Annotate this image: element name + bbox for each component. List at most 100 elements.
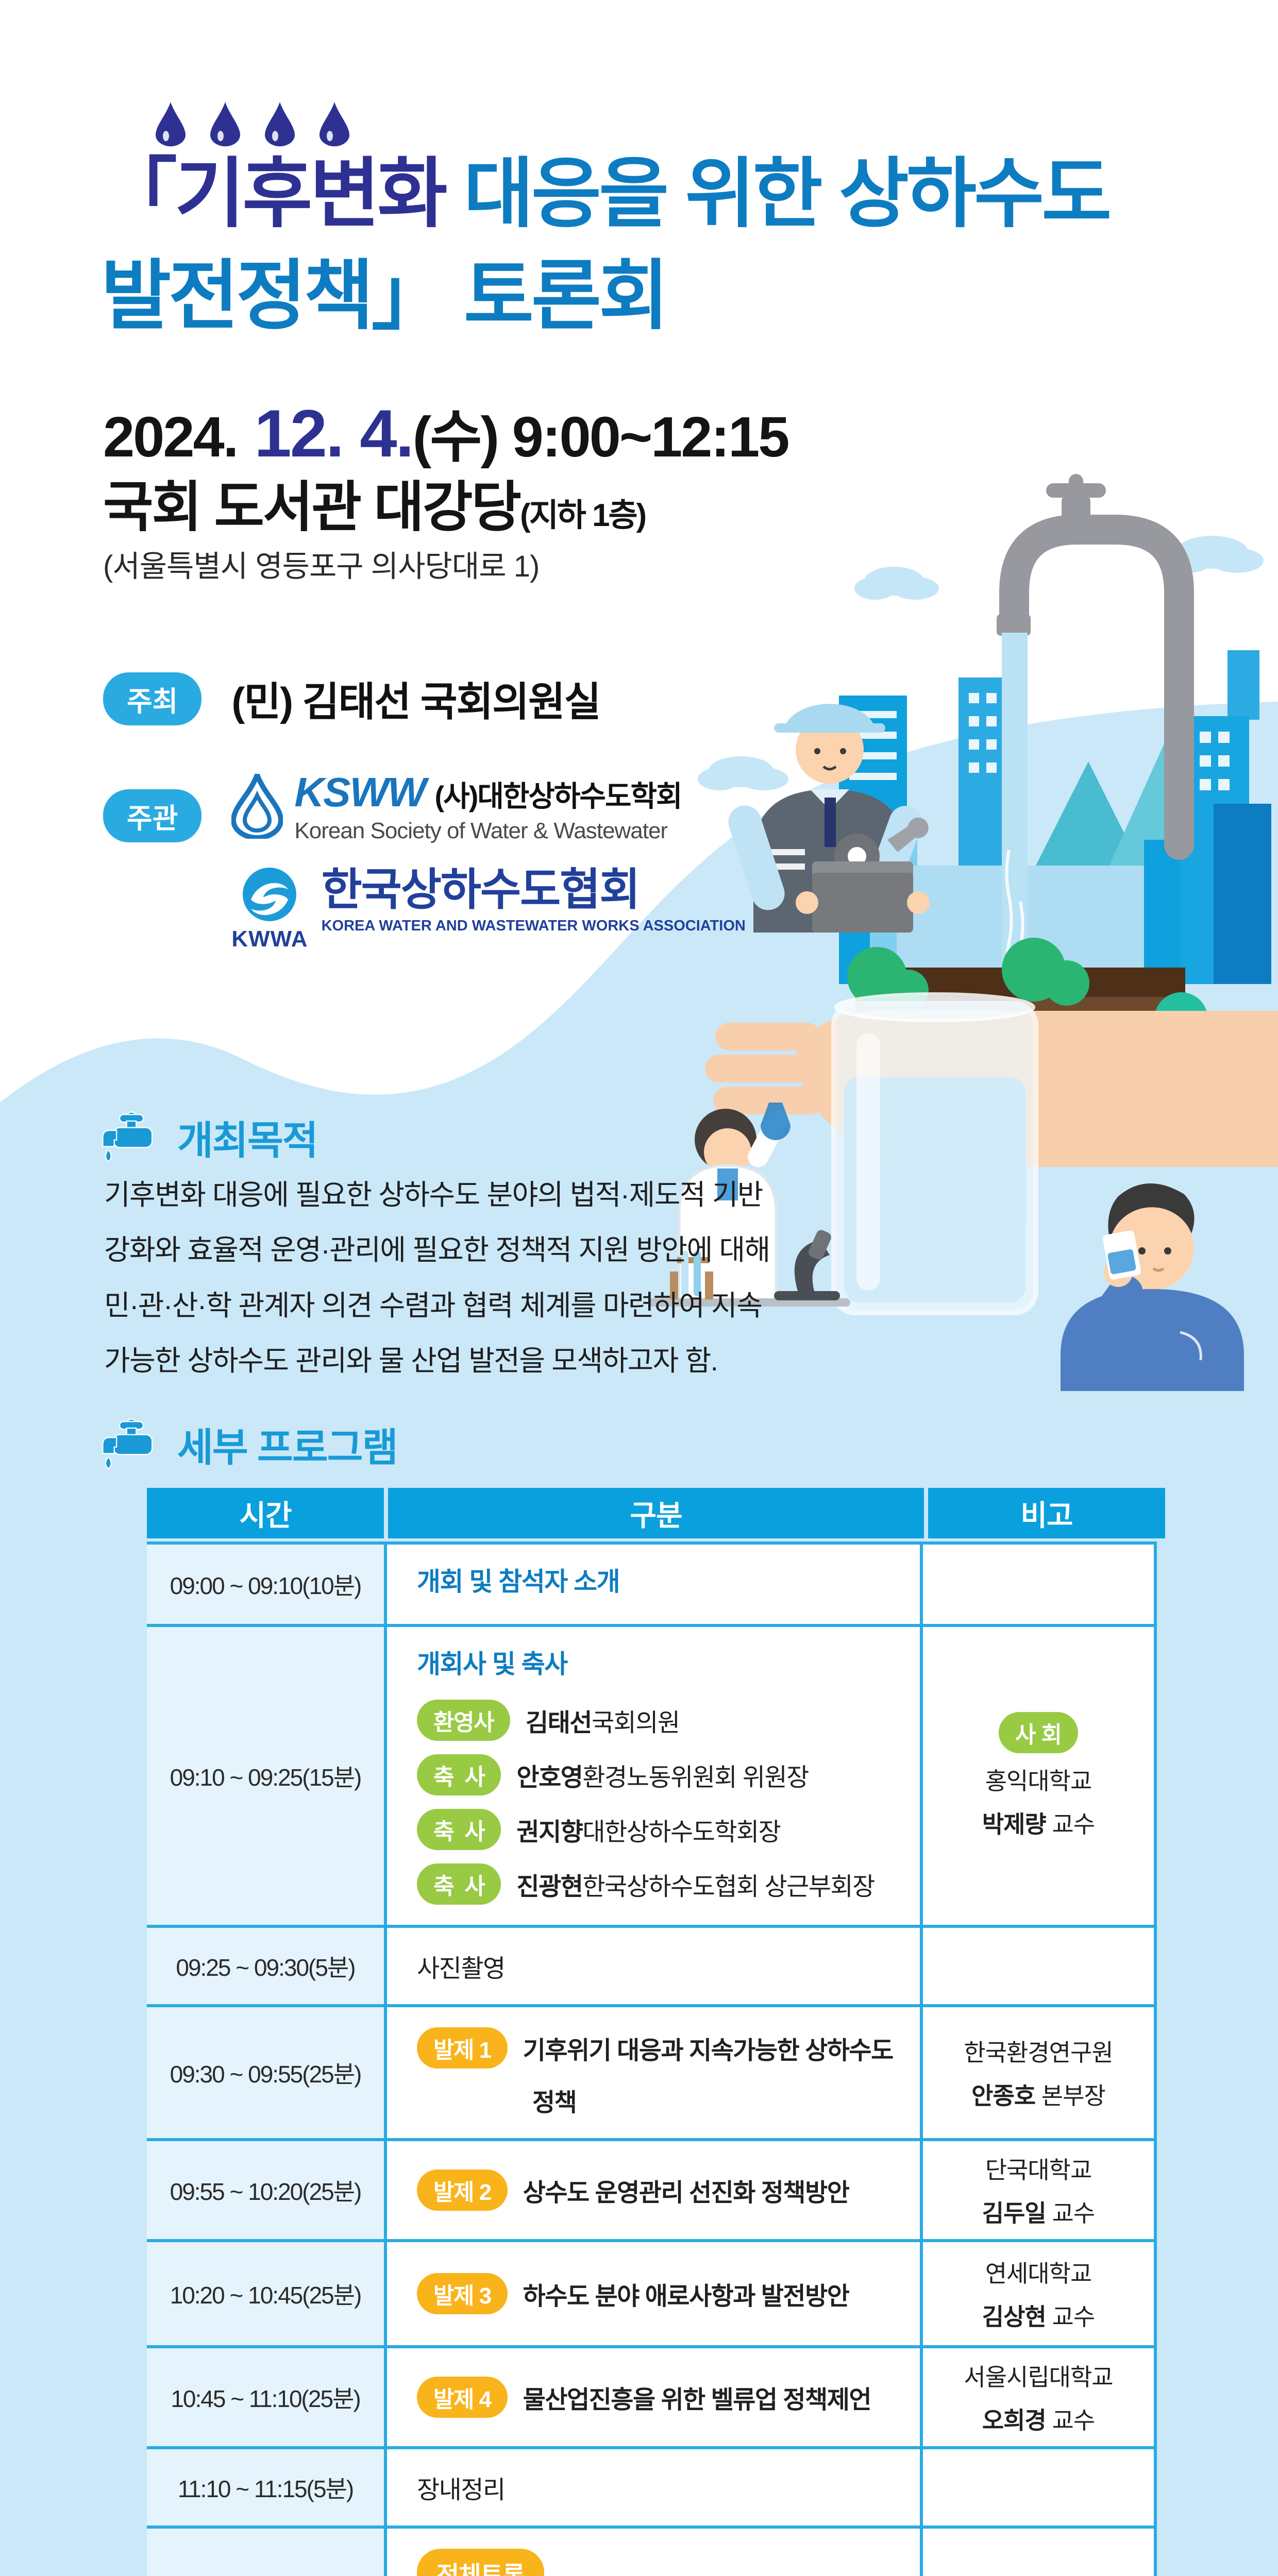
note-line: 단국대학교 [985, 2151, 1092, 2185]
text-segment: 교수 [1046, 1811, 1096, 1838]
note-line: 오희경 교수 [982, 2402, 1095, 2436]
table-row: 09:10 ~ 09:25(15분) 개회사 및 축사 환영사 김태선 국회의원 축 사… [147, 1624, 1157, 1925]
host-name: (민) 김태선 국회의원실 [231, 679, 601, 724]
text-segment: 권지향 [516, 1819, 583, 1846]
note-line: 홍익대학교 [985, 1762, 1092, 1797]
text-segment: 단국대학교 [985, 2157, 1092, 2183]
session-cell: 발제 2 상수도 운영관리 선진화 정책방안 [384, 2141, 920, 2239]
table-row: 09:55 ~ 10:20(25분) 발제 2 상수도 운영관리 선진화 정책방안 단… [147, 2138, 1157, 2239]
purpose-text: 기후변화 대응에 필요한 상하수도 분야의 법적·제도적 기반 강화와 효율적 운… [104, 1167, 774, 1388]
text-segment: 한국상하수도협회 상근부회장 [582, 1873, 875, 1901]
session-line: 환영사 김태선 국회의원 [417, 1700, 904, 1741]
session-line: 발제 4 물산업진흥을 위한 벨류업 정책제언 [417, 2377, 904, 2418]
column-header: 비고 [928, 1488, 1165, 1538]
note-line: 안종호 본부장 [971, 2077, 1106, 2111]
text-segment: 교수 [1046, 2200, 1096, 2227]
text-segment: 교수 [1046, 2407, 1096, 2434]
time-cell: 10:45 ~ 11:10(25분) [147, 2348, 384, 2446]
purpose-line: 기후변화 대응에 필요한 상하수도 분야의 법적·제도적 기반 [104, 1179, 763, 1211]
session-line: 축 사 권지향 대한상하수도학회장 [417, 1809, 904, 1850]
session-line: 발제 3 하수도 분야 애로사항과 발전방안 [417, 2273, 904, 2314]
note-line: 서울시립대학교 [964, 2359, 1113, 2393]
column-header: 시간 [147, 1488, 384, 1538]
drinking-man-character [1061, 1183, 1244, 1391]
time-cell: 09:10 ~ 09:25(15분) [147, 1627, 384, 1925]
text-segment: 진광현 [516, 1873, 583, 1901]
text-segment: 사진촬영 [417, 1955, 506, 1982]
table-row: 10:20 ~ 10:45(25분) 발제 3 하수도 분야 애로사항과 발전방안 연… [147, 2239, 1157, 2345]
purpose-section-heading: 개최목적 [101, 1109, 318, 1165]
session-cell: 장내정리 [384, 2449, 920, 2526]
session-badge: 전체토론 [417, 2549, 544, 2576]
kwwa-logo: KWWA 한국상하수도협회 KOREA WATER AND WASTEWATER… [231, 865, 746, 952]
poster-title: 「기후변화 대응을 위한 상하수도 발전정책」 토론회 [101, 143, 1224, 348]
text-segment: 한국환경연구원 [964, 2039, 1113, 2066]
note-cell [920, 2449, 1157, 2526]
text-segment: 기후위기 대응과 지속가능한 상하수도 [523, 2037, 894, 2064]
time-cell: 09:00 ~ 09:10(10분) [147, 1545, 384, 1624]
note-cell [920, 1545, 1157, 1624]
text-segment: 김두일 [982, 2200, 1047, 2227]
note-line: 박제량 교수 [982, 1806, 1095, 1840]
event-venue: 국회 도서관 대강당(지하 1층) [103, 477, 647, 538]
scientist-character [648, 1103, 850, 1307]
purpose-line: 가능한 상하수도 관리와 물 산업 발전을 모색하고자 함. [104, 1344, 718, 1377]
text-segment: 오희경 [982, 2407, 1047, 2434]
session-badge: 발제 1 [417, 2027, 508, 2069]
session-line: 발제 2 상수도 운영관리 선진화 정책방안 [417, 2170, 904, 2211]
time-cell: 10:20 ~ 10:45(25분) [147, 2242, 384, 2345]
text-segment: 물산업진흥을 위한 벨류업 정책제언 [523, 2386, 872, 2414]
kwwa-circle-icon [243, 868, 297, 921]
text-segment: 환경노동위원회 위원장 [582, 1764, 809, 1791]
table-header-row: 시간 구분 비고 [147, 1488, 1165, 1538]
session-badge: 환영사 [417, 1700, 510, 1741]
ksww-text: KSWW (사)대한상하수도학회 Korean Society of Water… [294, 769, 682, 843]
note-badge: 사 회 [998, 1712, 1079, 1753]
text-segment: 안종호 [971, 2082, 1036, 2109]
organizer-row: 주관 KSWW (사)대한상하수도학회 Korean Society of Wa… [103, 769, 746, 952]
text-segment: 서울시립대학교 [964, 2364, 1113, 2391]
session-line: 장내정리 [417, 2469, 904, 2505]
text-segment: 박제량 [982, 1811, 1047, 1838]
table-row: 09:25 ~ 09:30(5분) 사진촬영 [147, 1925, 1157, 2004]
session-badge: 발제 2 [417, 2170, 508, 2211]
faucet-icon [102, 1418, 153, 1470]
session-line: 축 사 진광현 한국상하수도협회 상근부회장 [417, 1863, 904, 1905]
table-row: 09:30 ~ 09:55(25분) 발제 1 기후위기 대응과 지속가능한 상하수… [147, 2004, 1157, 2138]
session-line: 발제 1 기후위기 대응과 지속가능한 상하수도 [417, 2027, 904, 2069]
text-segment: 하수도 분야 애로사항과 발전방안 [523, 2283, 850, 2310]
text-segment: 본부장 [1035, 2082, 1106, 2109]
text-segment: 대한상하수도학회장 [582, 1819, 781, 1846]
table-row: 10:45 ~ 11:10(25분) 발제 4 물산업진흥을 위한 벨류업 정책제언… [147, 2345, 1157, 2446]
text-segment: 상수도 운영관리 선진화 정책방안 [523, 2179, 850, 2207]
text-segment: 교수 [1046, 2303, 1096, 2330]
title-line-2: 발전정책」 토론회 [101, 253, 669, 339]
note-cell: 연세대학교 김상현 교수 [920, 2242, 1157, 2345]
water-drop-icon [210, 102, 240, 146]
session-cell: 사진촬영 [384, 1928, 920, 2004]
time-cell: 09:30 ~ 09:55(25분) [147, 2007, 384, 2138]
host-row: 주최 (민) 김태선 국회의원실 [103, 670, 601, 727]
session-line: 개회사 및 축사 [417, 1647, 1278, 1682]
faucet-icon [102, 1111, 153, 1163]
session-badge: 축 사 [417, 1754, 501, 1795]
water-city-illustration [648, 474, 1278, 1391]
time-cell: 09:55 ~ 10:20(25분) [147, 2141, 384, 2239]
session-line: 정책 [532, 2082, 904, 2118]
note-cell [920, 1928, 1157, 2004]
organizer-label-badge: 주관 [103, 789, 202, 842]
water-drop-icon [320, 102, 349, 146]
text-segment: 김태선 [525, 1709, 592, 1737]
session-cell: 개회사 및 축사 환영사 김태선 국회의원 축 사 안호영 환경노동위원회 위원장 축 사… [384, 1627, 920, 1925]
note-line: 김두일 교수 [982, 2195, 1095, 2229]
session-badge: 발제 3 [417, 2273, 508, 2314]
program-table: 시간 구분 비고 09:00 ~ 09:10(10분) 개회 및 참석자 소개 09:10… [147, 1488, 1165, 2576]
text-segment: 장내정리 [417, 2477, 506, 2504]
program-section-heading: 세부 프로그램 [101, 1416, 398, 1472]
text-segment: 김상현 [982, 2303, 1047, 2330]
session-line: 개회 및 참석자 소개 [417, 1565, 1278, 1599]
text-segment: 국회의원 [591, 1709, 680, 1737]
time-cell: 11:15 ~ 12:15(60분) [147, 2529, 384, 2576]
